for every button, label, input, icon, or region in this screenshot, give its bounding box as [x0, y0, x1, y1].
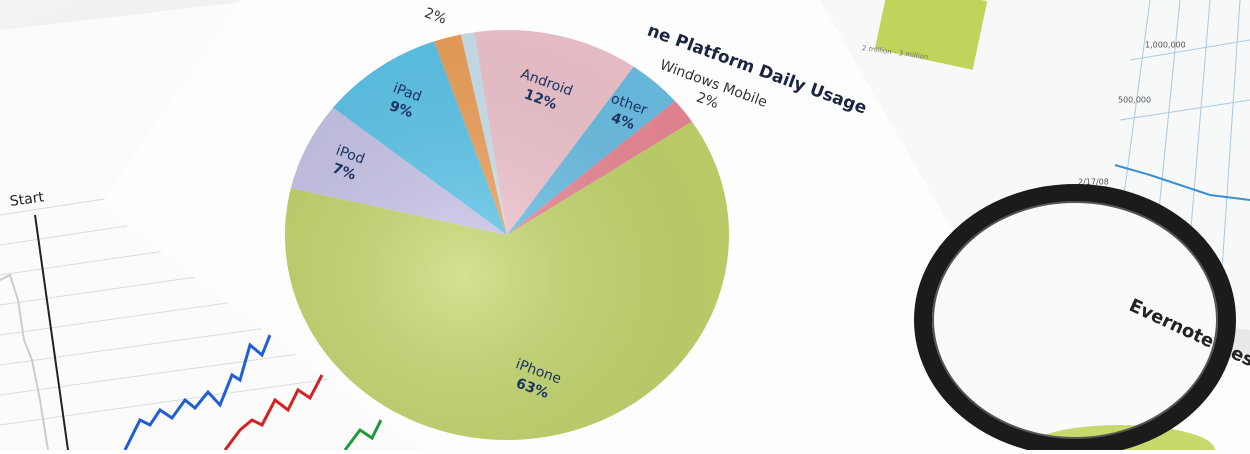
series-line [1114, 164, 1250, 201]
lens-rim-inner [932, 201, 1218, 439]
slice-value: 4% [609, 110, 637, 133]
paper-text: 500,000 [1118, 96, 1151, 105]
lens [925, 195, 1225, 445]
series-line [223, 368, 336, 451]
slice-value: 2% [422, 5, 448, 28]
series-line [0, 273, 49, 451]
series-line [123, 327, 296, 451]
axis [34, 214, 69, 451]
pie-shade [285, 30, 729, 440]
bar-fragment [874, 0, 988, 70]
paper-text: 2/17/08 [1078, 178, 1109, 187]
slice-value: 9% [387, 98, 415, 121]
paper-text: Start [9, 189, 46, 210]
lens-rim [914, 184, 1236, 454]
slice-value: 2% [694, 90, 720, 113]
slice-value: 7% [330, 160, 358, 183]
paper-text: 1,000,000 [1145, 41, 1186, 50]
